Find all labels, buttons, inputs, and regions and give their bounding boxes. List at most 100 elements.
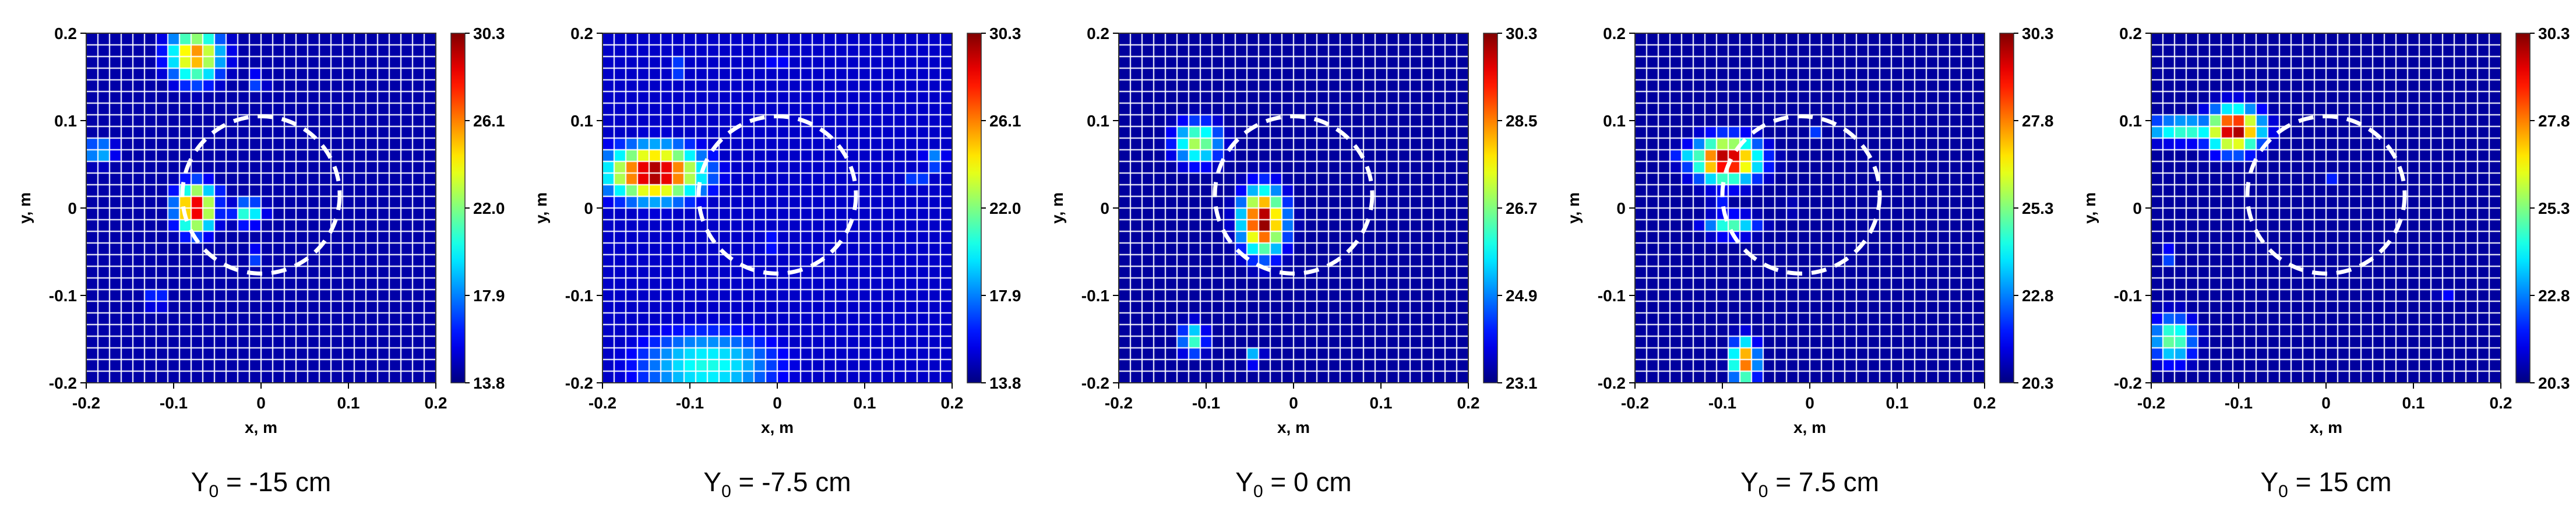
heatmap-cell — [847, 243, 859, 255]
heatmap-cell — [1119, 220, 1131, 232]
heatmap-cell — [1457, 68, 1469, 80]
heatmap-cell — [731, 91, 743, 104]
heatmap-cell — [2209, 231, 2222, 244]
heatmap-cell — [649, 138, 661, 150]
heatmap-cell — [871, 220, 883, 232]
heatmap-cell — [1915, 220, 1927, 232]
heatmap-cell — [1445, 103, 1457, 115]
y-axis-label: y, m — [532, 192, 550, 224]
heatmap-cell — [1728, 161, 1740, 174]
heatmap-cell — [637, 80, 650, 92]
heatmap-cell — [1212, 80, 1224, 92]
heatmap-cell — [2151, 68, 2163, 80]
heatmap-cell — [2326, 348, 2338, 360]
heatmap-cell — [98, 231, 110, 244]
heatmap-cell — [859, 161, 871, 174]
heatmap-cell — [1891, 68, 1904, 80]
heatmap-cell — [1635, 103, 1647, 115]
heatmap-cell — [2268, 348, 2280, 360]
heatmap-cell — [331, 115, 343, 127]
heatmap-cell — [789, 313, 801, 325]
heatmap-cell — [1845, 336, 1857, 348]
heatmap-cell — [2384, 185, 2397, 197]
heatmap-cell — [602, 57, 615, 69]
heatmap-cell — [1363, 138, 1376, 150]
heatmap-cell — [2256, 360, 2268, 372]
heatmap-cell — [145, 68, 157, 80]
heatmap-cell — [2489, 173, 2501, 185]
heatmap-cell — [2419, 278, 2431, 290]
heatmap-cell — [121, 313, 133, 325]
heatmap-cell — [2338, 91, 2350, 104]
heatmap-cell — [1317, 290, 1329, 302]
heatmap-cell — [1635, 220, 1647, 232]
heatmap-cell — [894, 185, 906, 197]
heatmap-cell — [2478, 266, 2490, 279]
heatmap-cell — [1200, 255, 1213, 267]
heatmap-cell — [684, 138, 696, 150]
heatmap-cell — [308, 220, 320, 232]
heatmap-cell — [1938, 45, 1950, 57]
heatmap-cell — [812, 266, 824, 279]
heatmap-cell — [1938, 301, 1950, 313]
heatmap-cell — [133, 325, 145, 337]
heatmap-cell — [273, 301, 285, 313]
heatmap-cell — [1375, 243, 1387, 255]
heatmap-cell — [1810, 208, 1822, 220]
heatmap-cell — [2256, 126, 2268, 139]
heatmap-cell — [1740, 231, 1752, 244]
heatmap-cell — [1915, 266, 1927, 279]
heatmap-cell — [2478, 255, 2490, 267]
heatmap-cell — [684, 173, 696, 185]
heatmap-cell — [308, 115, 320, 127]
heatmap-cell — [2175, 91, 2187, 104]
heatmap-cell — [424, 278, 436, 290]
heatmap-cell — [2384, 290, 2397, 302]
heatmap-cell — [2431, 360, 2443, 372]
heatmap-cell — [754, 138, 766, 150]
heatmap-cell — [226, 278, 238, 290]
heatmap-cell — [2186, 278, 2198, 290]
heatmap-cell — [343, 115, 355, 127]
heatmap-cell — [1693, 80, 1705, 92]
heatmap-cell — [719, 196, 731, 209]
heatmap-cell — [1647, 360, 1659, 372]
heatmap-cell — [2408, 371, 2420, 383]
heatmap-cell — [273, 115, 285, 127]
heatmap-cell — [2268, 371, 2280, 383]
heatmap-cell — [1294, 325, 1306, 337]
heatmap-cell — [637, 208, 650, 220]
heatmap-cell — [894, 196, 906, 209]
heatmap-cell — [731, 161, 743, 174]
heatmap-cell — [133, 80, 145, 92]
heatmap-cell — [2175, 243, 2187, 255]
heatmap-cell — [2466, 278, 2478, 290]
heatmap-cell — [836, 80, 848, 92]
heatmap-cell — [1763, 208, 1775, 220]
heatmap-cell — [649, 325, 661, 337]
heatmap-cell — [1635, 325, 1647, 337]
heatmap-cell — [238, 348, 250, 360]
heatmap-cell — [1410, 196, 1422, 209]
heatmap-cell — [1270, 348, 1282, 360]
heatmap-cell — [1950, 57, 1962, 69]
heatmap-cell — [940, 173, 953, 185]
heatmap-cell — [2349, 255, 2362, 267]
heatmap-cell — [1821, 278, 1834, 290]
heatmap-cell — [226, 57, 238, 69]
heatmap-cell — [2361, 185, 2373, 197]
heatmap-cell — [812, 196, 824, 209]
heatmap-cell — [1938, 126, 1950, 139]
heatmap-cell — [1647, 313, 1659, 325]
heatmap-cell — [1938, 91, 1950, 104]
heatmap-cell — [696, 266, 708, 279]
heatmap-cell — [1961, 313, 1974, 325]
heatmap-cell — [1775, 208, 1787, 220]
heatmap-cell — [742, 68, 755, 80]
heatmap-cell — [2408, 80, 2420, 92]
heatmap-cell — [1658, 336, 1671, 348]
heatmap-cell — [1763, 290, 1775, 302]
heatmap-cell — [133, 185, 145, 197]
heatmap-cell — [1693, 313, 1705, 325]
heatmap-cell — [1961, 371, 1974, 383]
